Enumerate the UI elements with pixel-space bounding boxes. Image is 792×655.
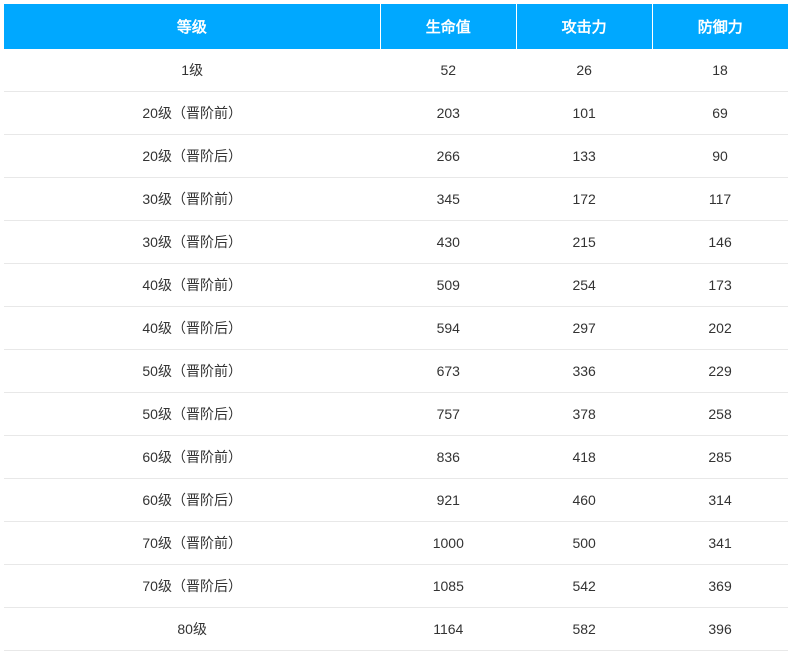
cell-level: 70级（晋阶后）	[4, 565, 380, 608]
cell-def: 69	[652, 92, 788, 135]
table-row: 30级（晋阶前） 345 172 117	[4, 178, 788, 221]
header-hp: 生命值	[380, 4, 516, 49]
cell-atk: 254	[516, 264, 652, 307]
table-row: 30级（晋阶后） 430 215 146	[4, 221, 788, 264]
header-def: 防御力	[652, 4, 788, 49]
character-stats-table: 等级 生命值 攻击力 防御力 1级 52 26 18 20级（晋阶前） 203 …	[4, 4, 788, 651]
table-row: 40级（晋阶前） 509 254 173	[4, 264, 788, 307]
table-row: 50级（晋阶后） 757 378 258	[4, 393, 788, 436]
cell-def: 314	[652, 479, 788, 522]
cell-atk: 336	[516, 350, 652, 393]
cell-level: 80级	[4, 608, 380, 651]
cell-level: 20级（晋阶前）	[4, 92, 380, 135]
cell-hp: 1000	[380, 522, 516, 565]
table-row: 70级（晋阶后） 1085 542 369	[4, 565, 788, 608]
table-row: 80级 1164 582 396	[4, 608, 788, 651]
table-row: 20级（晋阶后） 266 133 90	[4, 135, 788, 178]
cell-atk: 133	[516, 135, 652, 178]
cell-atk: 542	[516, 565, 652, 608]
cell-def: 285	[652, 436, 788, 479]
cell-level: 1级	[4, 49, 380, 92]
table-row: 70级（晋阶前） 1000 500 341	[4, 522, 788, 565]
cell-def: 173	[652, 264, 788, 307]
cell-hp: 345	[380, 178, 516, 221]
table-row: 60级（晋阶前） 836 418 285	[4, 436, 788, 479]
table-row: 20级（晋阶前） 203 101 69	[4, 92, 788, 135]
cell-level: 60级（晋阶后）	[4, 479, 380, 522]
cell-level: 20级（晋阶后）	[4, 135, 380, 178]
cell-def: 18	[652, 49, 788, 92]
table-row: 40级（晋阶后） 594 297 202	[4, 307, 788, 350]
cell-def: 341	[652, 522, 788, 565]
cell-hp: 509	[380, 264, 516, 307]
cell-def: 146	[652, 221, 788, 264]
table-row: 1级 52 26 18	[4, 49, 788, 92]
cell-hp: 203	[380, 92, 516, 135]
cell-hp: 594	[380, 307, 516, 350]
cell-def: 202	[652, 307, 788, 350]
cell-atk: 500	[516, 522, 652, 565]
cell-atk: 582	[516, 608, 652, 651]
cell-level: 50级（晋阶后）	[4, 393, 380, 436]
cell-level: 40级（晋阶前）	[4, 264, 380, 307]
cell-hp: 921	[380, 479, 516, 522]
cell-def: 229	[652, 350, 788, 393]
cell-def: 396	[652, 608, 788, 651]
header-level: 等级	[4, 4, 380, 49]
cell-hp: 52	[380, 49, 516, 92]
cell-hp: 266	[380, 135, 516, 178]
cell-level: 30级（晋阶后）	[4, 221, 380, 264]
cell-atk: 26	[516, 49, 652, 92]
cell-atk: 172	[516, 178, 652, 221]
cell-atk: 297	[516, 307, 652, 350]
cell-atk: 460	[516, 479, 652, 522]
table-body: 1级 52 26 18 20级（晋阶前） 203 101 69 20级（晋阶后）…	[4, 49, 788, 651]
cell-hp: 836	[380, 436, 516, 479]
cell-level: 40级（晋阶后）	[4, 307, 380, 350]
cell-level: 30级（晋阶前）	[4, 178, 380, 221]
cell-hp: 430	[380, 221, 516, 264]
cell-def: 90	[652, 135, 788, 178]
cell-hp: 1085	[380, 565, 516, 608]
cell-atk: 378	[516, 393, 652, 436]
table-row: 50级（晋阶前） 673 336 229	[4, 350, 788, 393]
cell-hp: 757	[380, 393, 516, 436]
cell-def: 369	[652, 565, 788, 608]
cell-atk: 215	[516, 221, 652, 264]
cell-def: 117	[652, 178, 788, 221]
cell-atk: 101	[516, 92, 652, 135]
cell-level: 50级（晋阶前）	[4, 350, 380, 393]
cell-level: 60级（晋阶前）	[4, 436, 380, 479]
cell-atk: 418	[516, 436, 652, 479]
header-atk: 攻击力	[516, 4, 652, 49]
table-header-row: 等级 生命值 攻击力 防御力	[4, 4, 788, 49]
cell-hp: 1164	[380, 608, 516, 651]
cell-level: 70级（晋阶前）	[4, 522, 380, 565]
cell-hp: 673	[380, 350, 516, 393]
table-row: 60级（晋阶后） 921 460 314	[4, 479, 788, 522]
cell-def: 258	[652, 393, 788, 436]
